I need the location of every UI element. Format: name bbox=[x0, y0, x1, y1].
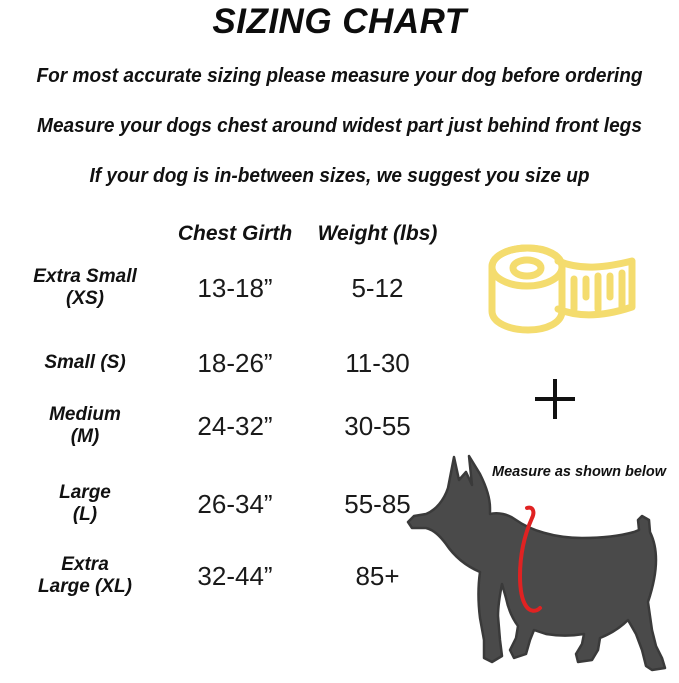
size-label-line1: Large bbox=[59, 482, 111, 503]
size-label-line1: Extra Small bbox=[33, 266, 137, 287]
plus-icon bbox=[534, 378, 576, 420]
size-label-line1: Medium bbox=[49, 404, 121, 425]
weight-value: 5-12 bbox=[351, 272, 404, 303]
weight-value: 30-55 bbox=[344, 410, 411, 441]
weight-value: 11-30 bbox=[345, 348, 410, 378]
girth-value: 32-44” bbox=[197, 560, 273, 591]
size-label-line1: Extra bbox=[61, 554, 109, 575]
dog-illustration-caption: Measure as shown below bbox=[492, 464, 667, 480]
column-header-girth: Chest Girth bbox=[177, 222, 293, 245]
size-label-line1: Small (S) bbox=[44, 352, 126, 374]
instruction-line-1: For most accurate sizing please measure … bbox=[36, 64, 643, 87]
table-header-row: Chest Girth Weight (lbs) bbox=[0, 222, 455, 246]
page-title: SIZING CHART bbox=[212, 2, 467, 41]
size-label: Extra Large (XL) bbox=[0, 554, 170, 599]
girth-value: 24-32” bbox=[197, 410, 273, 441]
column-header-weight: Weight (lbs) bbox=[317, 222, 438, 245]
size-label: Extra Small (XS) bbox=[0, 266, 170, 311]
size-label-line2: (L) bbox=[72, 504, 98, 526]
table-row: Extra Small (XS) 13-18” 5-12 bbox=[0, 266, 455, 311]
size-label: Small (S) bbox=[0, 352, 170, 374]
weight-value: 55-85 bbox=[344, 488, 411, 519]
table-row: Medium (M) 24-32” 30-55 bbox=[0, 404, 455, 449]
instruction-line-3: If your dog is in-between sizes, we sugg… bbox=[89, 164, 590, 187]
sizing-table: Chest Girth Weight (lbs) Extra Small (XS… bbox=[0, 222, 455, 612]
size-label: Medium (M) bbox=[0, 404, 170, 449]
girth-value: 26-34” bbox=[197, 488, 273, 519]
size-label: Large (L) bbox=[0, 482, 170, 527]
table-row: Large (L) 26-34” 55-85 bbox=[0, 482, 455, 527]
measuring-tape-icon bbox=[486, 243, 658, 339]
size-label-line2: Large (XL) bbox=[38, 576, 132, 598]
table-row: Small (S) 18-26” 11-30 bbox=[0, 348, 455, 379]
girth-value: 13-18” bbox=[197, 272, 273, 303]
dog-silhouette bbox=[406, 444, 679, 678]
size-label-line2: (XS) bbox=[66, 288, 104, 310]
girth-value: 18-26” bbox=[197, 348, 273, 378]
size-label-line2: (M) bbox=[70, 426, 100, 448]
instruction-line-2: Measure your dogs chest around widest pa… bbox=[37, 114, 642, 137]
weight-value: 85+ bbox=[355, 560, 400, 591]
table-row: Extra Large (XL) 32-44” 85+ bbox=[0, 554, 455, 599]
